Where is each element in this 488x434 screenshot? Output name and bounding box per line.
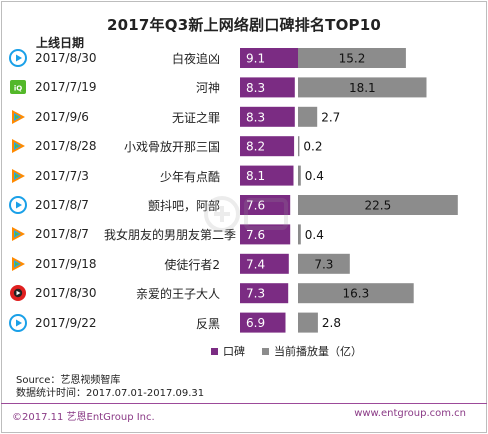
tencent-video-icon bbox=[12, 168, 25, 183]
release-date: 2017/9/22 bbox=[35, 315, 97, 330]
series-title: 颤抖吧，阿部 bbox=[147, 199, 220, 213]
ranking-row: 2017/9/18 使徒行者2 bbox=[0, 251, 488, 280]
tencent-video-icon bbox=[12, 109, 25, 124]
chart-title: 2017年Q3新上网络剧口碑排名TOP10 bbox=[107, 16, 381, 34]
legend-item-play-count: 当前播放量（亿） bbox=[262, 343, 362, 359]
release-date: 2017/9/6 bbox=[35, 109, 89, 124]
release-date: 2017/8/7 bbox=[35, 198, 89, 212]
ranking-row: iQ 2017/7/19 河神 bbox=[0, 74, 488, 103]
series-title: 无证之罪 bbox=[171, 110, 220, 125]
release-date: 2017/8/30 bbox=[35, 51, 97, 65]
ranking-row: 2017/9/6 无证之罪 bbox=[0, 104, 488, 133]
ranking-row: 2017/9/22 反黑 bbox=[0, 310, 488, 339]
release-date-header: 上线日期 bbox=[36, 36, 85, 50]
ranking-row: 2017/8/30 白夜追凶 bbox=[0, 45, 488, 74]
ranking-row: 2017/7/3 少年有点酷 bbox=[0, 163, 488, 192]
release-date: 2017/7/3 bbox=[35, 168, 89, 183]
release-date: 2017/8/28 bbox=[35, 139, 97, 154]
tencent-video-icon bbox=[12, 139, 25, 154]
series-title: 少年有点酷 bbox=[159, 169, 220, 184]
series-title: 亲爱的王子大人 bbox=[135, 287, 220, 302]
release-date: 2017/8/30 bbox=[35, 286, 97, 301]
series-title: 反黑 bbox=[195, 316, 220, 331]
entgroup-watermark-icon bbox=[204, 196, 288, 232]
series-title: 白夜追凶 bbox=[171, 52, 220, 66]
ranking-row: 2017/8/7 颤抖吧，阿部 bbox=[0, 192, 488, 221]
series-title: 我女朋友的男朋友第二季 bbox=[103, 228, 236, 243]
legend-label-play-count: 当前播放量（亿） bbox=[274, 345, 362, 358]
stat-period-line: 数据统计时间：2017.07.01-2017.09.31 bbox=[16, 388, 205, 399]
legend-item-word-of-mouth: 口碑 bbox=[211, 343, 245, 359]
release-date: 2017/8/7 bbox=[35, 227, 89, 242]
legend-swatch-play-count bbox=[262, 348, 269, 355]
series-title: 河神 bbox=[195, 81, 220, 96]
ranking-row: 2017/8/30 亲爱的王子大人 bbox=[0, 280, 488, 309]
youku-icon bbox=[9, 49, 27, 67]
tencent-video-icon bbox=[12, 256, 25, 271]
youku-icon bbox=[9, 313, 27, 332]
iqiyi-icon: iQ bbox=[10, 80, 26, 95]
svg-text:iQ: iQ bbox=[14, 85, 22, 93]
legend-label-word-of-mouth: 口碑 bbox=[223, 345, 245, 358]
footer-website: www.entgroup.com.cn bbox=[354, 408, 466, 419]
ranking-row: 2017/8/7 我女朋友的男朋友第二季 bbox=[0, 221, 488, 250]
ranking-row: 2017/8/28 小戏骨放开那三国 bbox=[0, 133, 488, 162]
mango-tv-icon bbox=[10, 285, 26, 302]
release-date: 2017/9/18 bbox=[35, 256, 97, 271]
release-date: 2017/7/19 bbox=[35, 80, 97, 95]
footer-copyright: ©2017.11 艺恩EntGroup Inc. bbox=[12, 412, 155, 423]
tencent-video-icon bbox=[12, 227, 25, 242]
series-title: 使徒行者2 bbox=[164, 257, 220, 272]
source-line: Source：艺恩视频智库 bbox=[16, 375, 121, 386]
youku-icon bbox=[9, 196, 27, 214]
source-note: Source：艺恩视频智库 数据统计时间：2017.07.01-2017.09.… bbox=[16, 374, 204, 400]
legend-swatch-word-of-mouth bbox=[211, 348, 218, 355]
footer-divider bbox=[1, 403, 487, 404]
series-title: 小戏骨放开那三国 bbox=[123, 140, 220, 155]
